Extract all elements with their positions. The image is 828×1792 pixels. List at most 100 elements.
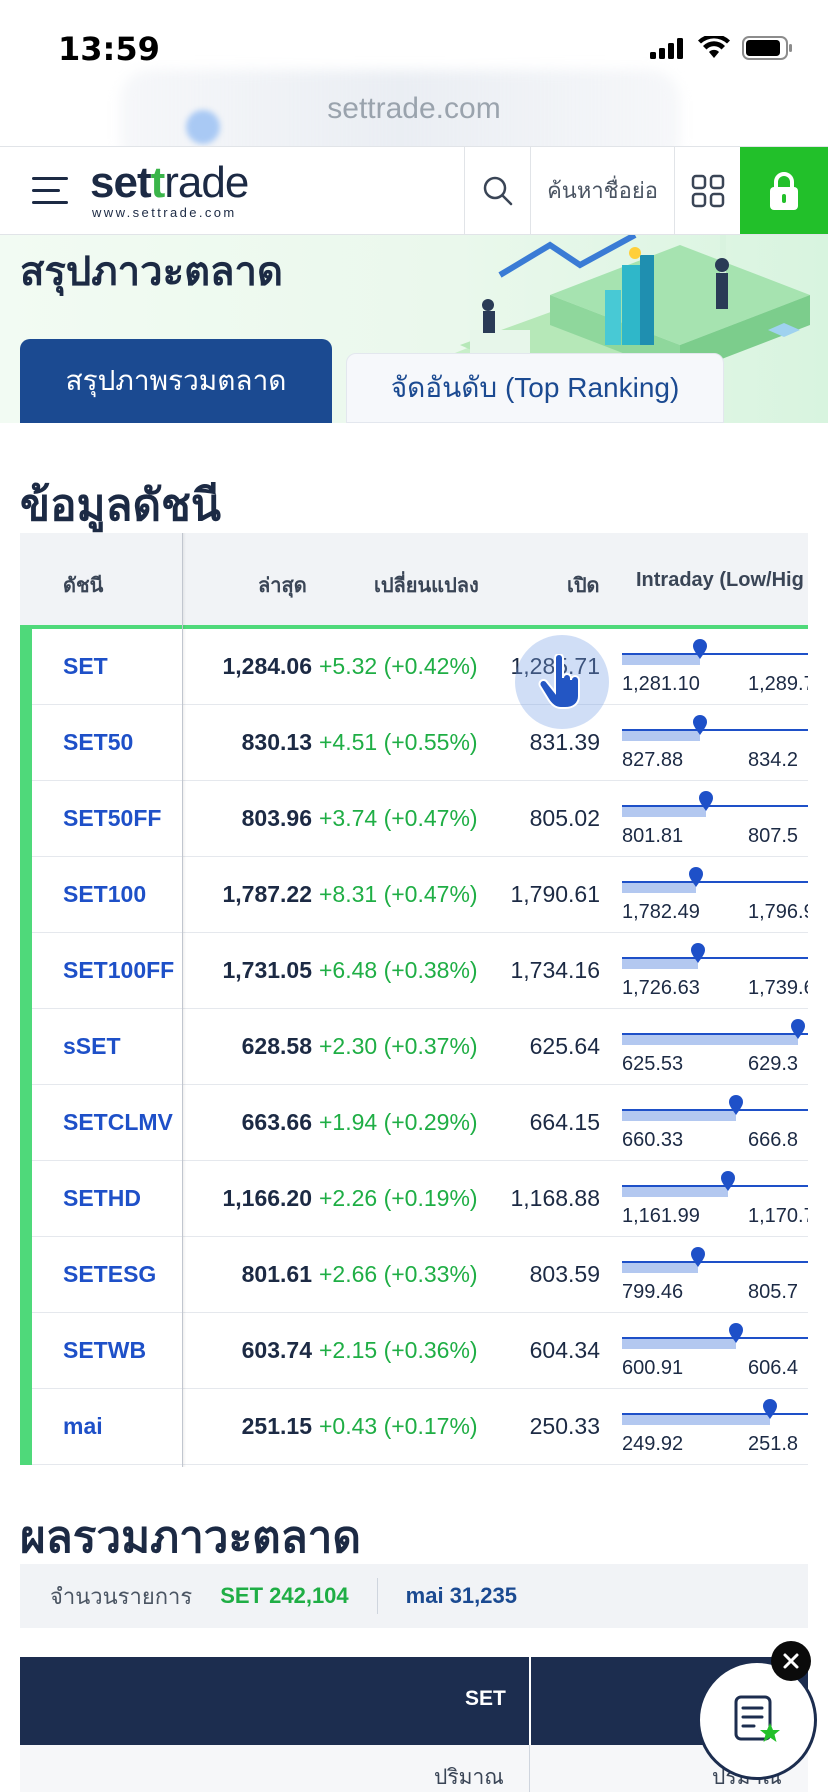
index-row[interactable]: SET50FF 803.96 +3.74 (+0.47%) 805.02 801.81 8… — [20, 781, 808, 857]
index-open-value: 625.64 — [529, 1033, 600, 1059]
index-last-value: 251.15 — [241, 1413, 312, 1439]
index-name-link[interactable]: SETHD — [63, 1185, 141, 1211]
intraday-high: 1,170.7 — [748, 1205, 808, 1227]
intraday-low: 1,726.63 — [622, 977, 700, 999]
intraday-track — [622, 1109, 808, 1111]
search-icon — [483, 176, 512, 205]
intraday-track — [622, 1033, 808, 1035]
index-row[interactable]: SET1,284.06+5.32 (+0.42%)1,285.711,281.1… — [20, 629, 808, 705]
index-open-value: 1,168.88 — [510, 1185, 600, 1211]
intraday-track — [622, 1261, 808, 1263]
settrade-logo[interactable]: settrade www.settrade.com — [90, 147, 464, 234]
index-name-link[interactable]: SET50 — [63, 729, 134, 755]
index-name-link[interactable]: SETESG — [63, 1261, 157, 1287]
search-button[interactable] — [464, 147, 530, 234]
index-change-value: +2.30 (+0.37%) — [319, 1033, 478, 1059]
browser-url[interactable]: settrade.com — [327, 92, 501, 125]
index-last-value: 801.61 — [241, 1261, 312, 1287]
intraday-track — [622, 881, 808, 883]
index-row[interactable]: SETWB 603.74 +2.15 (+0.36%) 604.34 600.91 606… — [20, 1313, 808, 1389]
index-open-value: 831.39 — [529, 729, 600, 755]
intraday-high: 1,289.7 — [748, 673, 808, 695]
index-name-link[interactable]: SET100 — [63, 881, 147, 907]
intraday-range: 660.33 666.8 — [622, 1095, 808, 1153]
index-change-value: +1.94 (+0.29%) — [319, 1109, 478, 1135]
index-last-value: 603.74 — [241, 1337, 312, 1363]
index-open-value: 604.34 — [529, 1337, 600, 1363]
intraday-high: 805.7 — [748, 1281, 799, 1303]
tab-top-ranking[interactable]: จัดอันดับ (Top Ranking) — [346, 353, 724, 423]
login-button[interactable] — [740, 147, 828, 234]
menu-icon[interactable] — [0, 147, 90, 234]
intraday-high: 606.4 — [748, 1357, 799, 1379]
intraday-low: 1,161.99 — [622, 1205, 700, 1227]
intraday-marker-icon — [693, 639, 707, 659]
index-change-value: +2.26 (+0.19%) — [319, 1185, 478, 1211]
intraday-fill — [622, 1339, 736, 1349]
row-accent-bar — [20, 781, 32, 857]
index-open-value: 250.33 — [529, 1413, 600, 1439]
index-change-value: +2.66 (+0.33%) — [319, 1261, 478, 1287]
intraday-range: 1,726.63 1,739.6 — [622, 943, 808, 1001]
set-transaction-count: SET 242,104 — [220, 1583, 349, 1608]
intraday-low: 600.91 — [622, 1357, 684, 1379]
index-name-link[interactable]: SET50FF — [63, 805, 162, 831]
intraday-low: 1,281.10 — [622, 673, 700, 695]
status-icons — [650, 36, 794, 60]
logo-t: t — [150, 158, 166, 207]
intraday-range: 625.53 629.3 — [622, 1019, 808, 1077]
intraday-marker-icon — [729, 1323, 743, 1343]
apps-button[interactable] — [674, 147, 740, 234]
row-accent-bar — [20, 1313, 32, 1389]
index-name-link[interactable]: SETCLMV — [63, 1109, 173, 1135]
row-accent-bar — [20, 705, 32, 781]
summary-volume-header-set: ปริมาณ — [434, 1766, 504, 1789]
page-title: สรุปภาวะตลาด — [20, 250, 283, 294]
index-open-value: 1,790.61 — [510, 881, 600, 907]
tab-market-overview[interactable]: สรุปภาพรวมตลาด — [20, 339, 332, 423]
index-row[interactable]: SET100FF 1,731.05 +6.48 (+0.38%) 1,734.16 1,… — [20, 933, 808, 1009]
index-row[interactable]: SETCLMV 663.66 +1.94 (+0.29%) 664.15 660.33 6… — [20, 1085, 808, 1161]
index-name-link[interactable]: mai — [63, 1413, 103, 1439]
index-row[interactable]: sSET 628.58 +2.30 (+0.37%) 625.64 625.53 629.… — [20, 1009, 808, 1085]
intraday-low: 660.33 — [622, 1129, 684, 1151]
index-open-value: 1,734.16 — [510, 957, 600, 983]
intraday-marker-icon — [691, 1247, 705, 1267]
col-header-index: ดัชนี — [63, 575, 104, 597]
row-accent-bar — [20, 1009, 32, 1085]
index-row[interactable]: mai 251.15 +0.43 (+0.17%) 250.33 249.92 251.8 — [20, 1389, 808, 1465]
intraday-range: 827.88 834.2 — [622, 715, 808, 773]
index-section-title: ข้อมูลดัชนี — [20, 481, 221, 530]
site-favicon — [186, 110, 220, 144]
intraday-range: 799.46 805.7 — [622, 1247, 808, 1305]
lock-icon — [770, 171, 798, 210]
symbol-search-input[interactable]: ค้นหาชื่อย่อ — [530, 147, 674, 234]
index-last-value: 1,166.20 — [222, 1185, 312, 1211]
index-row[interactable]: SETHD 1,166.20 +2.26 (+0.19%) 1,168.88 1,161… — [20, 1161, 808, 1237]
col-header-open: เปิด — [567, 575, 600, 597]
index-table-header: ดัชนี ล่าสุด เปลี่ยนแปลง เปิด Intraday (… — [20, 533, 808, 629]
intraday-track — [622, 729, 808, 731]
index-name-link[interactable]: SET — [63, 653, 108, 679]
intraday-fill — [622, 883, 696, 893]
index-last-value: 803.96 — [241, 805, 312, 831]
mai-transaction-count: mai 31,235 — [405, 1583, 517, 1608]
index-name-link[interactable]: SETWB — [63, 1337, 147, 1363]
intraday-fill — [622, 1187, 728, 1197]
index-row[interactable]: SET50 830.13 +4.51 (+0.55%) 831.39 827.88 834… — [20, 705, 808, 781]
index-row[interactable]: SETESG 801.61 +2.66 (+0.33%) 803.59 799.46 80… — [20, 1237, 808, 1313]
index-name-link[interactable]: sSET — [63, 1033, 121, 1059]
close-floating-button[interactable] — [771, 1641, 811, 1681]
intraday-track — [622, 1413, 808, 1415]
grid-icon — [691, 174, 724, 207]
index-table[interactable]: ดัชนี ล่าสุด เปลี่ยนแปลง เปิด Intraday (… — [20, 533, 808, 1467]
index-row[interactable]: SET100 1,787.22 +8.31 (+0.47%) 1,790.61 1,78… — [20, 857, 808, 933]
intraday-fill — [622, 731, 700, 741]
intraday-marker-icon — [689, 867, 703, 887]
index-last-value: 1,787.22 — [222, 881, 312, 907]
floating-watchlist-button[interactable] — [697, 1660, 817, 1780]
favorite-list-icon — [734, 1695, 780, 1742]
intraday-marker-icon — [763, 1399, 777, 1419]
index-name-link[interactable]: SET100FF — [63, 957, 175, 983]
intraday-marker-icon — [699, 791, 713, 811]
